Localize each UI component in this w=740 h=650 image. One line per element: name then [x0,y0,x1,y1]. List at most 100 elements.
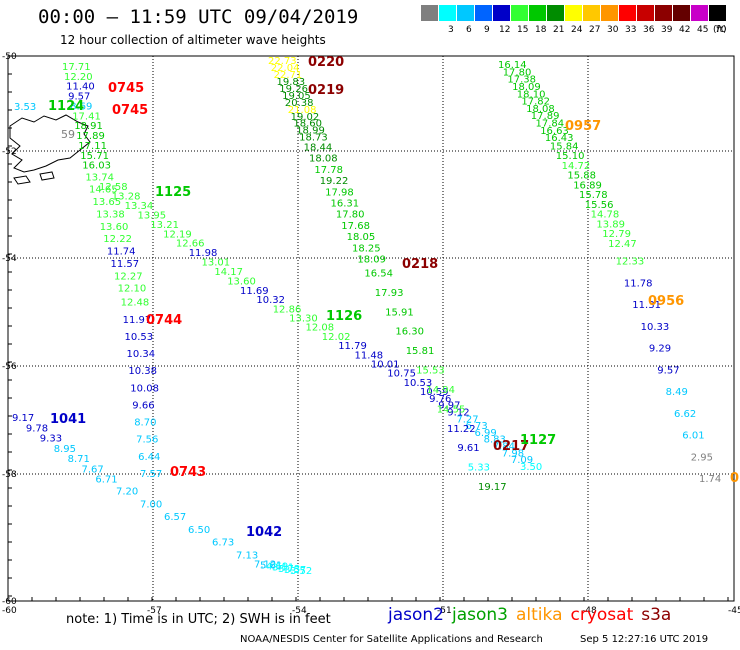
wave-height-value: 18.05 [347,232,376,243]
lat-label: -50 [2,52,17,62]
wave-height-value: 3.50 [520,462,542,473]
wave-height-value: 17.98 [325,187,354,198]
page-title: 00:00 – 11:59 UTC 09/04/2019 [38,6,359,28]
lon-label: -60 [2,606,17,616]
lat-label: -52 [2,147,17,157]
wave-height-value: 13.38 [96,209,125,220]
legend-swatch [529,5,547,21]
pass-time-label: 0743 [170,465,206,480]
legend-label: 27 [589,25,601,35]
wave-height-value: 11.78 [624,278,653,289]
wave-height-value: 7.98 [502,448,524,459]
legend-swatch [511,5,529,21]
wave-height-value: 21.08 [288,105,317,116]
wave-height-value: 17.89 [531,111,560,122]
wave-height-value: 22.73 [268,56,297,67]
wave-height-value: 14.94 [426,385,455,396]
wave-height-value: 7.84 [493,442,515,453]
wave-height-value: 9.33 [40,434,62,445]
wave-height-value: 14.78 [591,210,620,221]
wave-height-value: 11.48 [355,350,384,361]
wave-height-value: 7.27 [456,414,478,425]
wave-height-value: 18.60 [293,119,322,130]
wave-height-value: 18.25 [352,243,381,254]
wave-height-value: 18.09 [357,255,386,266]
wave-height-value: 22.71 [274,70,303,81]
legend-label: 21 [553,25,565,35]
wave-height-value: 3.73 [278,564,300,575]
wave-height-value: 7.20 [116,487,138,498]
wave-height-value: 6.73 [466,421,488,432]
wave-height-value: 17.68 [341,221,370,232]
islet-outline [13,175,31,185]
wave-height-value: 8.95 [54,444,76,455]
wave-height-value: 15.88 [567,171,596,182]
lon-label: -57 [147,606,162,616]
pass-time-labels: 1124 0745 0745 1125 0744 1041 0743 1042 0220 0219… [48,55,739,540]
wave-height-value: 18.08 [309,154,338,165]
wave-height-value: 9.78 [26,423,48,434]
credit-text: NOAA/NESDIS Center for Satellite Applica… [240,634,543,645]
wave-height-value: 6.50 [188,525,210,536]
wave-height-value: 11.31 [632,300,661,311]
wave-height-value: 6.73 [212,538,234,549]
pass-time-label: 0957 [565,119,601,134]
wave-height-value: 6.44 [138,452,160,463]
legend-swatch [655,5,673,21]
wave-height-value: 13.30 [289,314,318,325]
wave-height-value: 12.79 [602,229,631,240]
satellite-name: s3a [641,605,672,625]
legend-swatch [547,5,565,21]
pass-time-label: 0745 [108,81,144,96]
satellite-name: jason3 [452,605,508,625]
wave-height-value: 9.12 [447,408,469,419]
pass-time-label: 0219 [308,83,344,98]
wave-height-value: 16.03 [82,161,111,172]
wave-height-value: 11.69 [240,286,269,297]
wave-height-value: 12.22 [103,234,132,245]
legend-label: 24 [571,25,583,35]
wave-height-value: 7.12 [254,559,276,570]
wave-height-value: 18.73 [299,133,328,144]
pass-time-label: 1126 [326,309,362,324]
wave-height-value: 11.74 [107,247,136,258]
wave-height-value: 10.53 [404,378,433,389]
wave-height-value: 16.43 [545,133,574,144]
wave-height-value: 14.17 [214,267,243,278]
wave-height-value: 12.20 [64,72,93,83]
satellite-name: jason2 [388,605,444,625]
wave-height-value: 17.41 [72,111,101,122]
wave-height-value: 10.33 [641,322,670,333]
wave-height-value: 17.78 [314,165,343,176]
wave-height-value: 8.70 [134,418,156,429]
wave-height-value: 6.99 [475,428,497,439]
pass-time-label: 1041 [50,412,86,427]
legend-unit: (ft) [713,25,727,35]
wave-height-value: 13.89 [596,219,625,230]
satellite-name: altika [516,605,563,625]
wave-height-value: 15.71 [80,151,109,162]
legend-label: 15 [517,25,529,35]
wave-height-value: 18.44 [304,143,333,154]
wave-height-value: 3.52 [290,566,312,577]
wave-height-value: 13.74 [85,172,114,183]
wave-height-value: 13.60 [227,277,256,288]
wave-height-value: 5.33 [468,463,490,474]
legend-swatch [673,5,691,21]
wave-height-value: 14.55 [437,404,466,415]
lon-label: -48 [582,606,597,616]
wave-height-value: 6.62 [674,409,696,420]
wave-height-value: 13.21 [150,220,179,231]
wave-height-value: 12.86 [273,304,302,315]
legend-label: 39 [661,25,673,35]
wave-height-value: 19.17 [478,482,507,493]
wave-height-value: 8.69 [70,102,92,113]
legend-swatch [601,5,619,21]
lat-label: -58 [2,470,17,480]
wave-height-value: 15.56 [585,200,614,211]
pass-time-label: 1127 [520,433,556,448]
legend-label: 45 [697,25,709,35]
island-label: 59 [61,128,75,141]
wave-height-value: 7.57 [140,469,162,480]
